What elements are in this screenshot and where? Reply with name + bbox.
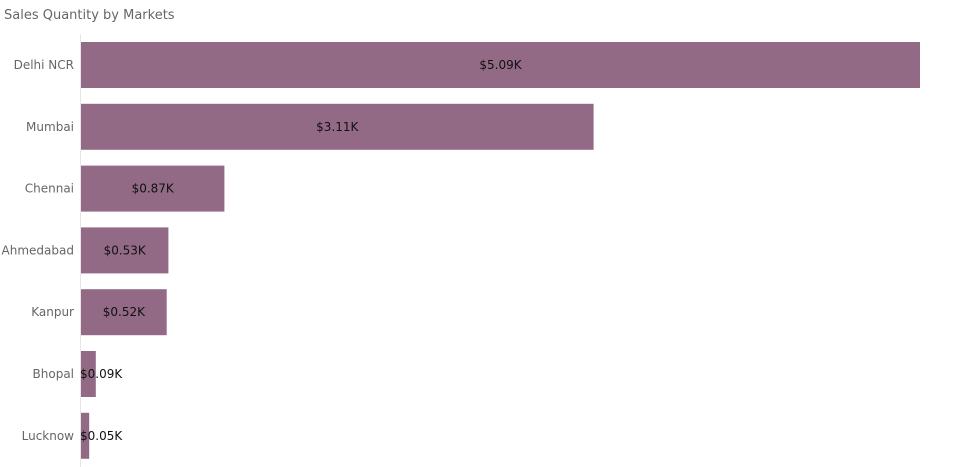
chart-title: Sales Quantity by Markets bbox=[4, 8, 175, 23]
category-label: Mumbai bbox=[26, 120, 74, 134]
bar-chennai[interactable] bbox=[81, 165, 225, 212]
bar-group: Delhi NCR $5.09K Mumbai $3.11K Chennai $0.87K… bbox=[2, 42, 920, 459]
value-label: $0.52K bbox=[103, 305, 146, 319]
value-label: $5.09K bbox=[479, 58, 522, 72]
value-label: $0.05K bbox=[80, 429, 123, 443]
category-label: Chennai bbox=[25, 182, 74, 196]
value-label: $0.87K bbox=[132, 182, 175, 196]
bar-lucknow[interactable] bbox=[81, 412, 90, 459]
category-label: Kanpur bbox=[31, 305, 74, 319]
bar-ahmedabad[interactable] bbox=[81, 227, 169, 274]
value-label: $0.09K bbox=[80, 367, 123, 381]
category-label: Bhopal bbox=[33, 367, 74, 381]
category-label: Lucknow bbox=[22, 429, 75, 443]
value-label: $0.53K bbox=[104, 243, 147, 257]
bar-mumbai[interactable] bbox=[81, 103, 594, 150]
bar-delhi-ncr[interactable] bbox=[81, 42, 920, 88]
category-label: Delhi NCR bbox=[14, 58, 74, 72]
bar-bhopal[interactable] bbox=[81, 351, 96, 397]
category-label: Ahmedabad bbox=[2, 243, 74, 257]
value-label: $3.11K bbox=[316, 120, 359, 134]
bar-kanpur[interactable] bbox=[81, 289, 167, 336]
